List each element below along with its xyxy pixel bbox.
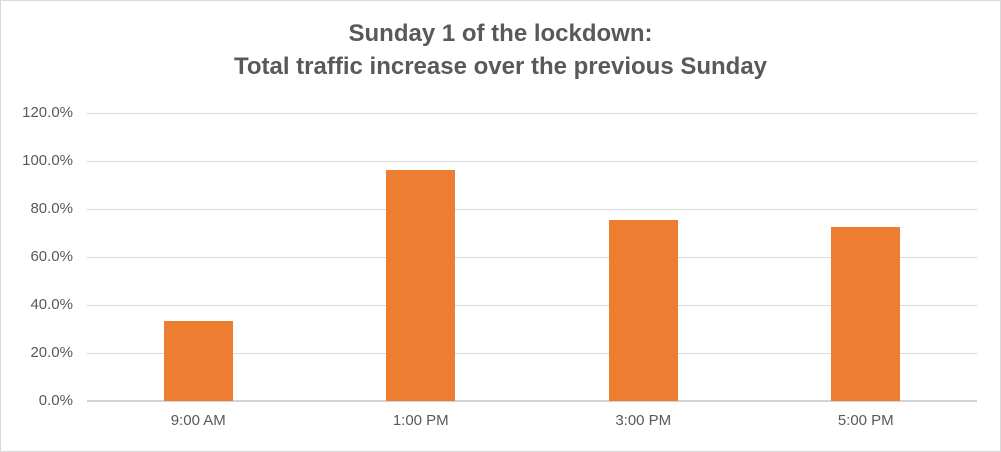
x-tick-label-9-00-am: 9:00 AM — [170, 412, 226, 429]
gridline-20 — [87, 352, 977, 354]
gridline-100 — [87, 160, 977, 162]
plot-area — [87, 112, 977, 402]
bar-1-00-pm — [386, 169, 456, 401]
chart-title-line-1: Sunday 1 of the lockdown: — [348, 20, 653, 47]
gridline-120 — [87, 112, 977, 114]
chart-title: Sunday 1 of the lockdown: Total traffic … — [1, 17, 1000, 83]
y-tick-label-80: 80.0% — [30, 200, 73, 217]
x-tick-label-3-00-pm: 3:00 PM — [615, 412, 672, 429]
bar-3-00-pm — [608, 219, 678, 401]
y-tick-label-40: 40.0% — [30, 296, 73, 313]
y-tick-label-0: 0.0% — [38, 392, 73, 409]
chart-title-line-2: Total traffic increase over the previous… — [233, 53, 768, 80]
bar-5-00-pm — [831, 227, 901, 401]
y-tick-label-100: 100.0% — [22, 152, 73, 169]
y-tick-label-60: 60.0% — [30, 248, 73, 265]
gridline-80 — [87, 208, 977, 210]
y-tick-label-20: 20.0% — [30, 344, 73, 361]
x-axis-line — [87, 400, 977, 402]
gridline-60 — [87, 256, 977, 258]
y-tick-label-120: 120.0% — [22, 104, 73, 121]
x-tick-label-1-00-pm: 1:00 PM — [392, 412, 449, 429]
bar-9-00-am — [163, 320, 233, 401]
gridline-40 — [87, 304, 977, 306]
x-tick-label-5-00-pm: 5:00 PM — [837, 412, 894, 429]
